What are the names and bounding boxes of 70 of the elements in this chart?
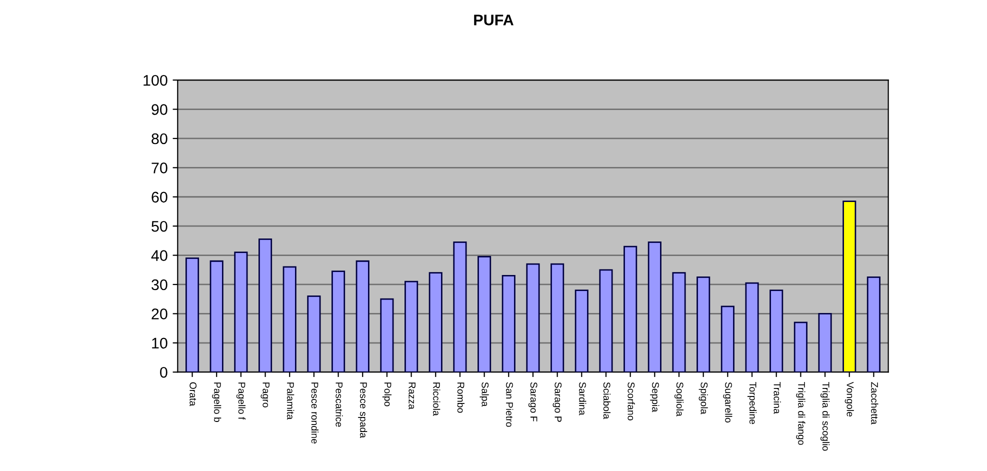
x-tick-label: Rombo	[457, 382, 464, 413]
x-tick-label: Polpo	[382, 382, 392, 406]
bar	[745, 282, 759, 372]
y-tick-label: 100	[144, 74, 168, 86]
bar	[234, 252, 248, 372]
bar	[356, 260, 370, 372]
x-tick-label: Salpa	[480, 382, 489, 407]
x-tick-label: Torpedine	[747, 382, 757, 424]
y-tick-label: 90	[152, 104, 168, 115]
x-tick-label: Sardina	[579, 382, 586, 416]
x-tick-label: Seppia	[650, 382, 660, 412]
bar	[574, 290, 588, 372]
bar	[624, 246, 638, 372]
x-tick-label: Ricciola	[433, 382, 440, 416]
x-tick-label: Sogliola	[674, 382, 684, 416]
x-tick-label: Triglia di scoglio	[820, 382, 830, 451]
x-tick-label: Vongole	[844, 382, 854, 417]
bar	[794, 322, 808, 372]
bar	[258, 238, 272, 372]
bar	[502, 275, 516, 372]
y-tick-label: 40	[151, 250, 168, 261]
bar	[696, 276, 710, 372]
x-tick-label: San Pietro	[506, 382, 514, 427]
x-tick-label: Orata	[190, 382, 197, 406]
y-tick-label: 70	[152, 162, 168, 174]
bar	[332, 270, 346, 372]
x-tick-label: Sugarello	[723, 382, 732, 422]
y-tick-label: 10	[152, 338, 168, 349]
bar	[550, 263, 564, 372]
x-tick-label: Sarago F	[528, 382, 538, 422]
bar	[428, 272, 442, 372]
x-tick-label: Pagello b	[212, 382, 222, 422]
x-tick-label: Razza	[408, 382, 416, 410]
x-tick-label: Zacchetta	[871, 382, 878, 425]
y-tick-label: 30	[152, 279, 168, 290]
y-tick-label: 20	[152, 308, 168, 320]
x-tick-label: Sciabola	[603, 382, 611, 420]
bar	[818, 312, 832, 372]
x-tick-label: Spigola	[698, 382, 708, 414]
bar	[282, 266, 296, 372]
x-tick-label: Sarago P	[552, 382, 562, 422]
y-tick-label: 0	[160, 366, 168, 378]
bar	[770, 290, 784, 372]
x-tick-label: Palamita	[287, 382, 294, 420]
x-tick-label: Pagro	[260, 382, 270, 408]
chart-title: PUFA	[474, 14, 514, 26]
bar	[866, 276, 880, 372]
bar	[599, 269, 613, 372]
bar	[380, 298, 394, 372]
bar	[720, 306, 734, 372]
bar	[210, 260, 224, 372]
x-tick-label: Tracina	[774, 382, 781, 414]
bar	[672, 272, 686, 372]
bar	[404, 280, 418, 372]
x-tick-label: Scorfano	[628, 382, 635, 420]
bar	[185, 258, 200, 372]
bar	[453, 241, 467, 372]
x-tick-label: Pagello f	[236, 382, 246, 420]
x-tick-label: Triglia di fango	[796, 382, 806, 445]
bar	[648, 241, 662, 372]
x-tick-label: Pesce rondine	[311, 382, 318, 444]
bar	[526, 263, 540, 372]
y-tick-label: 80	[152, 133, 168, 144]
x-tick-label: Pescatrice	[336, 382, 343, 427]
x-tick-label: Pesce spada	[358, 382, 368, 438]
bar	[842, 200, 856, 372]
y-tick-label: 60	[152, 192, 168, 203]
y-tick-label: 50	[152, 220, 168, 232]
bar	[478, 256, 492, 372]
bar	[307, 295, 321, 372]
